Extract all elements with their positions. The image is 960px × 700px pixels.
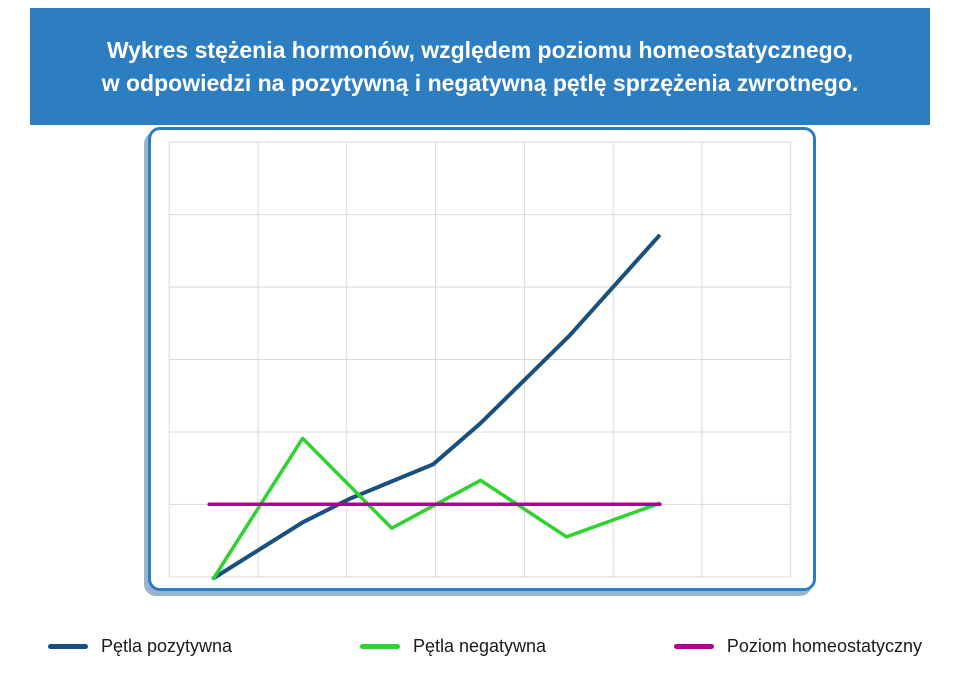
- chart-title-line-2: w odpowiedzi na pozytywną i negatywną pę…: [101, 70, 859, 96]
- legend-label-homeostatic-level: Poziom homeostatyczny: [726, 635, 922, 656]
- gridlines: [168, 141, 792, 578]
- legend-item-positive-loop: Pętla pozytywna: [48, 636, 232, 657]
- legend-item-homeostatic-level: Poziom homeostatyczny: [673, 635, 922, 657]
- line-chart: [168, 141, 792, 581]
- legend-label-negative-loop: Pętla negatywna: [412, 635, 547, 656]
- legend-swatch-homeostatic-level: [673, 643, 714, 649]
- legend-label-positive-loop: Pętla pozytywna: [101, 635, 233, 656]
- title-banner: Wykres stężenia hormonów, względem pozio…: [30, 8, 930, 125]
- chart-card: [148, 127, 816, 591]
- legend-swatch-negative-loop: [359, 643, 400, 649]
- legend-swatch-positive-loop: [48, 643, 88, 649]
- legend: Pętla pozytywna Pętla negatywna Poziom h…: [48, 631, 922, 661]
- chart-title-line-1: Wykres stężenia hormonów, względem pozio…: [106, 37, 854, 63]
- series-p-tla-pozytywna: [211, 234, 661, 581]
- legend-item-negative-loop: Pętla negatywna: [359, 635, 547, 657]
